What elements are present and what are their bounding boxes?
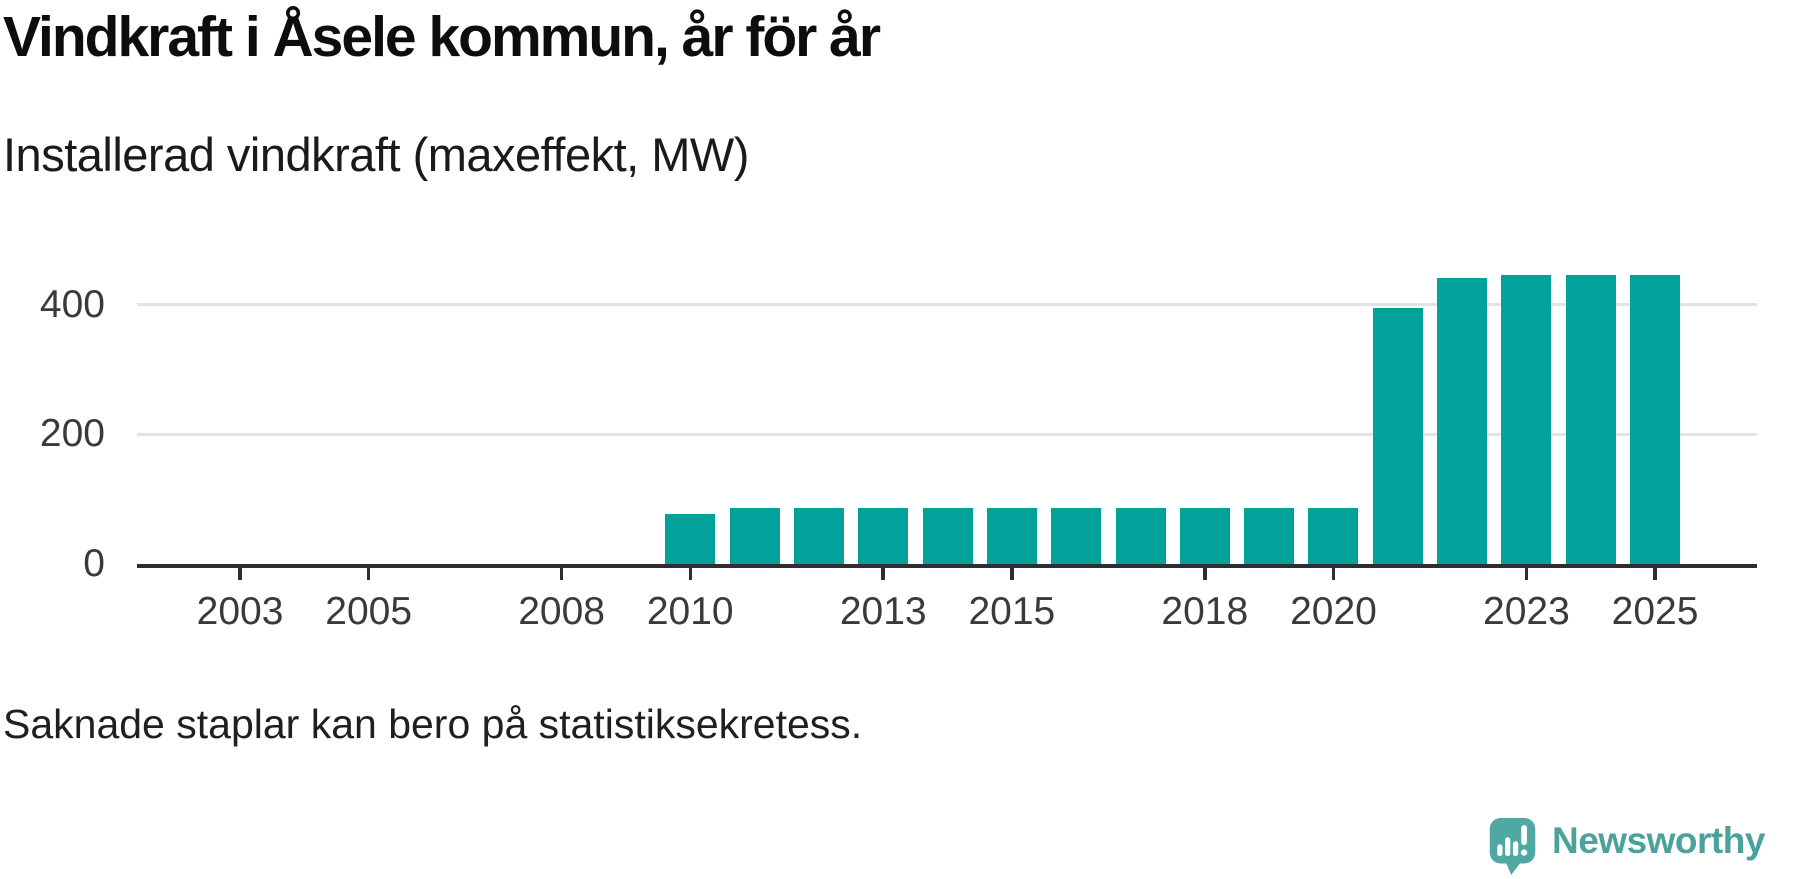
x-tick-2015 (1010, 567, 1014, 580)
x-axis-label-2020: 2020 (1290, 590, 1377, 633)
x-axis-label-2023: 2023 (1483, 590, 1570, 633)
gridline-400 (137, 303, 1757, 306)
bar-2011 (729, 508, 780, 564)
x-tick-2020 (1331, 567, 1336, 580)
logo-bar-chart-glyph (1497, 825, 1528, 857)
x-tick-2018 (1203, 567, 1207, 580)
x-axis-label-2015: 2015 (968, 590, 1056, 633)
x-tick-2023 (1524, 567, 1529, 580)
newsworthy-logo-text: Newsworthy (1552, 819, 1765, 861)
bar-2013 (858, 508, 909, 564)
x-axis-label-2005: 2005 (325, 590, 413, 633)
bar-2014 (922, 508, 973, 564)
newsworthy-logo-icon (1489, 818, 1536, 875)
bar-2017 (1115, 508, 1166, 564)
logo-bubble-shape (1489, 818, 1536, 875)
x-tick-2003 (238, 567, 242, 580)
bar-2018 (1179, 508, 1230, 564)
x-tick-2025 (1653, 567, 1657, 580)
chart-subtitle: Installerad vindkraft (maxeffekt, MW) (3, 128, 749, 181)
x-tick-2010 (688, 567, 692, 580)
x-axis-label-2010: 2010 (646, 590, 734, 633)
y-axis-label-0: 0 (83, 542, 105, 585)
x-axis-label-2008: 2008 (518, 590, 605, 633)
bar-2016 (1051, 508, 1102, 564)
bar-2022 (1437, 278, 1488, 564)
newsworthy-logo: Newsworthy (1488, 816, 1765, 876)
x-tick-2013 (881, 567, 885, 580)
chart-footnote: Saknade staplar kan bero på statistiksek… (3, 701, 863, 747)
y-axis-label-400: 400 (39, 282, 105, 326)
bar-2023 (1501, 275, 1552, 564)
x-axis-label-2025: 2025 (1611, 590, 1699, 633)
bar-2025 (1630, 275, 1681, 564)
bar-2020 (1308, 508, 1359, 564)
bar-2012 (793, 508, 844, 564)
bar-2015 (986, 508, 1037, 564)
x-axis-label-2013: 2013 (839, 590, 927, 633)
x-tick-2008 (559, 567, 564, 580)
x-axis-label-2003: 2003 (196, 590, 284, 633)
bar-2024 (1565, 275, 1616, 564)
x-tick-2005 (366, 567, 371, 580)
bar-2010 (665, 514, 716, 564)
x-axis-line (137, 564, 1757, 568)
gridline-200 (137, 433, 1757, 436)
x-axis-label-2018: 2018 (1161, 590, 1249, 633)
bar-2019 (1244, 508, 1295, 564)
bar-2021 (1372, 308, 1423, 564)
chart-title: Vindkraft i Åsele kommun, år för år (3, 5, 881, 69)
y-axis-label-200: 200 (39, 412, 105, 456)
